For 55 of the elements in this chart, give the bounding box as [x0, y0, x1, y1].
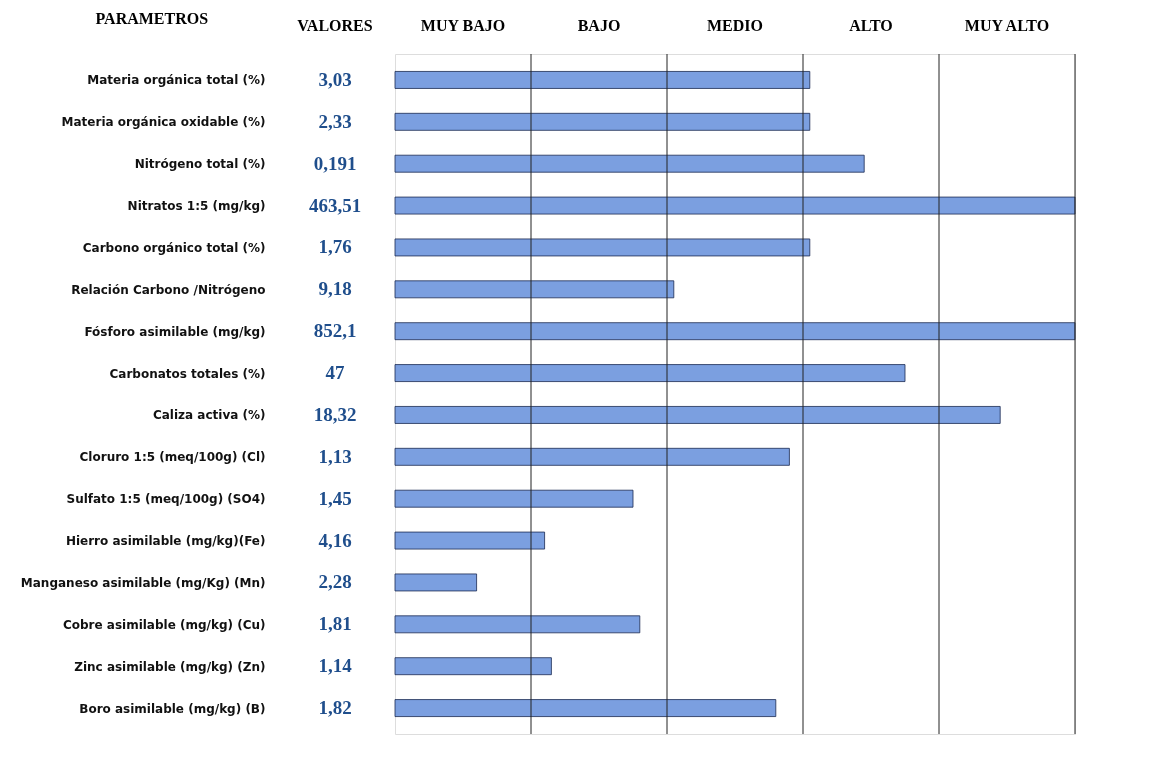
- bar: [394, 364, 906, 382]
- text: MUY BAJO: [420, 17, 506, 34]
- y-axis-title: PARAMETROS: [95, 9, 209, 27]
- y-tick-label: Cloruro 1:5 (meq/100g) (Cl): [79, 450, 266, 465]
- text: 4,16: [318, 529, 352, 551]
- text: 2,33: [318, 110, 352, 132]
- text: 852,1: [313, 320, 357, 342]
- y-tick-label: Sulfato 1:5 (meq/100g) (SO4): [66, 492, 266, 507]
- y-tick-label: Materia orgánica total (%): [87, 73, 266, 88]
- bar: [394, 196, 1076, 215]
- text: 3,03: [318, 68, 352, 90]
- text: BAJO: [577, 17, 621, 34]
- text: 1,13: [318, 445, 352, 467]
- y-tick-label: Manganeso asimilable (mg/Kg) (Mn): [20, 575, 266, 590]
- text: VALORES: [297, 17, 373, 34]
- bar: [394, 699, 777, 717]
- y-tick-label: Hierro asimilable (mg/kg)(Fe): [65, 534, 266, 549]
- y-tick-label: Carbono orgánico total (%): [82, 240, 266, 255]
- text: 1,14: [318, 655, 353, 677]
- text: 1,45: [318, 487, 352, 509]
- y-tick-label: Fósforo asimilable (mg/kg): [84, 324, 266, 339]
- bar: [394, 447, 790, 466]
- text: 463,51: [308, 194, 362, 216]
- y-tick-label: Cobre asimilable (mg/kg) (Cu): [62, 617, 266, 632]
- y-tick-label: Materia orgánica oxidable (%): [61, 115, 266, 130]
- text: 0,191: [313, 152, 357, 174]
- bar: [394, 71, 811, 89]
- text: 18,32: [313, 403, 357, 425]
- bar: [394, 322, 1076, 341]
- y-tick-label: Caliza activa (%): [152, 408, 266, 423]
- text: MEDIO: [707, 17, 763, 34]
- text: MUY ALTO: [964, 17, 1050, 34]
- bar: [394, 154, 865, 173]
- bar: [394, 573, 477, 592]
- y-tick-label: Carbonatos totales (%): [109, 366, 266, 381]
- text: 47: [325, 362, 345, 384]
- bar: [394, 406, 1001, 424]
- text: 1,76: [318, 236, 352, 258]
- bar: [394, 615, 641, 634]
- bar: [394, 112, 811, 131]
- text: 1,82: [318, 697, 352, 719]
- text: 1,81: [318, 613, 352, 635]
- bar: [394, 489, 634, 508]
- y-tick-label: Relación Carbono /Nitrógeno: [71, 282, 266, 297]
- bar: [394, 238, 811, 257]
- text: 2,28: [318, 571, 352, 593]
- text: ALTO: [849, 17, 893, 34]
- bar: [394, 280, 675, 299]
- bar: [394, 531, 545, 550]
- y-tick-label: Boro asimilable (mg/kg) (B): [79, 701, 266, 716]
- bar: [394, 657, 552, 676]
- y-tick-label: Zinc asimilable (mg/kg) (Zn): [74, 659, 266, 674]
- text: 9,18: [318, 278, 352, 300]
- y-tick-label: Nitrógeno total (%): [134, 157, 266, 172]
- y-tick-label: Nitratos 1:5 (mg/kg): [127, 199, 266, 214]
